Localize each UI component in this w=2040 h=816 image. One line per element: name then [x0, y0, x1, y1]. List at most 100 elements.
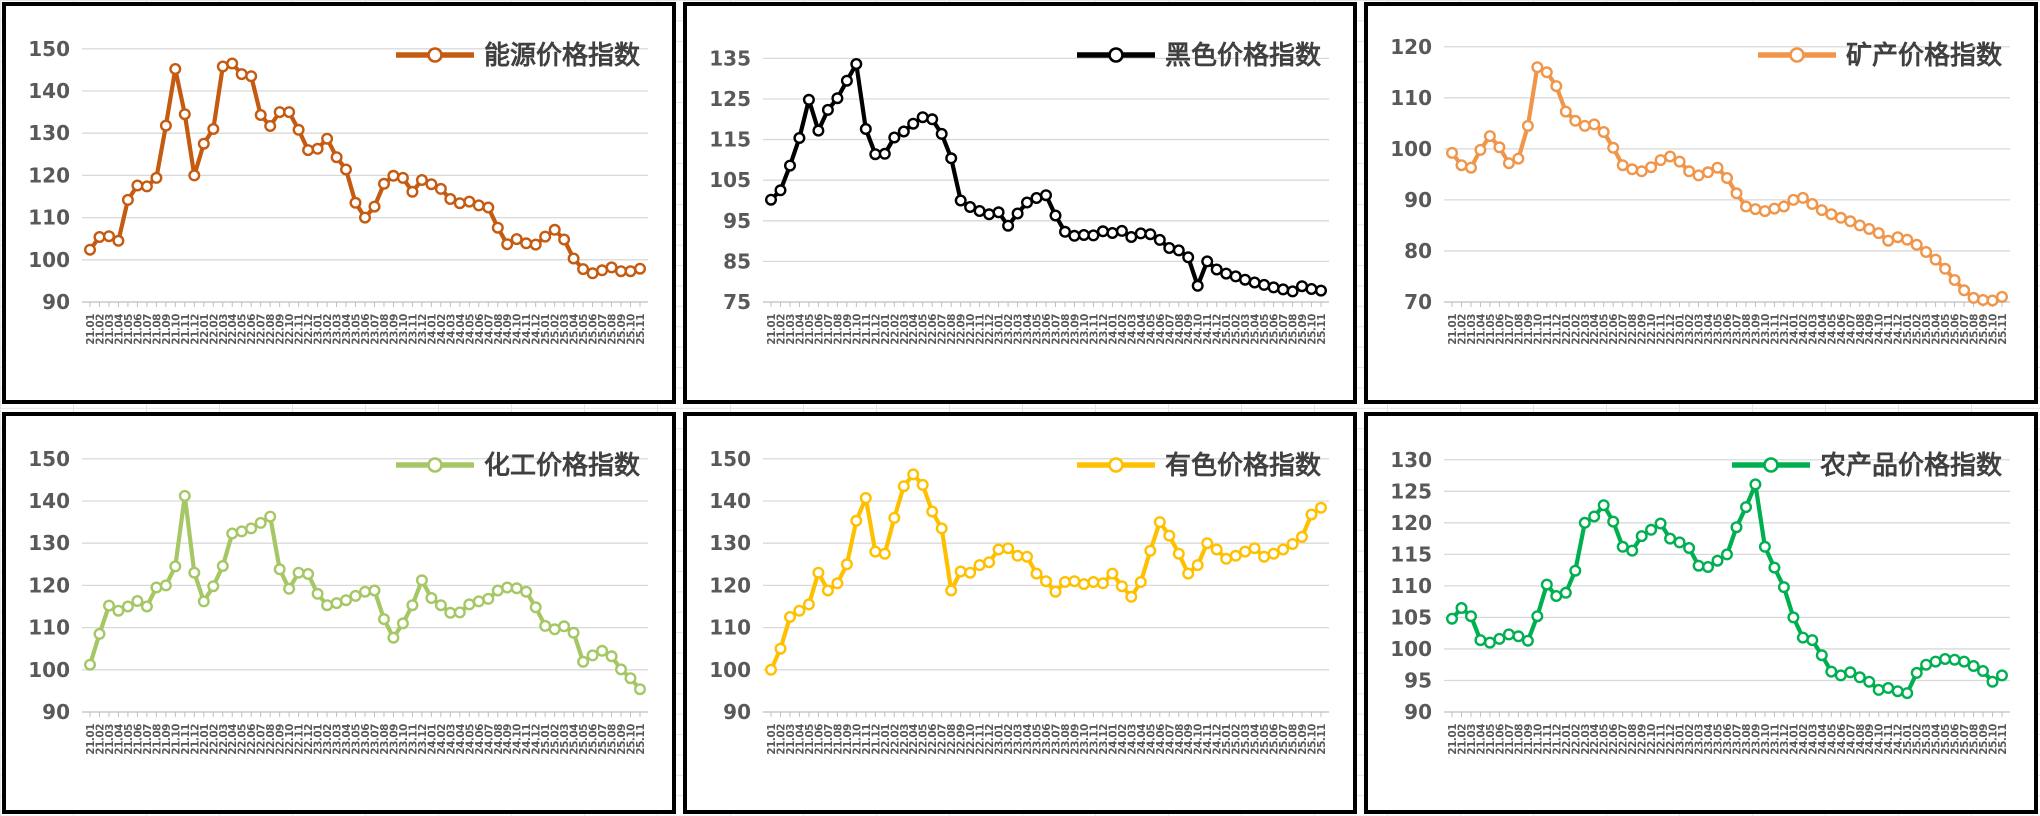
data-point-marker	[254, 516, 267, 529]
data-point-marker	[425, 591, 438, 604]
x-axis-label: 25.07	[597, 314, 609, 345]
data-point-marker	[207, 580, 220, 593]
data-point-marker	[548, 223, 561, 236]
data-point-marker	[1106, 226, 1119, 239]
chart-chemical-price-index-canvas: 90 100 110 120 130 140 150 21.0121.0221.0321.04…	[28, 447, 648, 755]
y-axis-label: 90	[42, 700, 70, 724]
x-axis-label: 23.06	[360, 724, 372, 755]
x-axis-label: 24.03	[445, 314, 457, 345]
x-axis-label: 24.01	[1788, 314, 1800, 345]
data-point-marker	[311, 142, 324, 155]
legend-label: 化工价格指数	[484, 450, 641, 481]
x-axis-label: 21.01	[85, 724, 97, 755]
x-axis-label: 24.06	[1836, 724, 1848, 755]
x-axis-label: 25.03	[559, 724, 571, 755]
gridlines	[1444, 459, 2010, 713]
x-axis-label: 25.09	[1297, 314, 1309, 345]
data-point-marker	[425, 178, 438, 191]
y-axis-label: 80	[1404, 239, 1432, 263]
x-axis-label: 21.05	[804, 724, 816, 755]
gridlines	[763, 57, 1329, 303]
x-axis-label: 23.12	[1779, 724, 1791, 755]
data-point-marker	[1087, 575, 1100, 588]
x-axis-label: 21.10	[170, 314, 182, 345]
data-point-marker	[1758, 540, 1771, 553]
data-point-marker	[935, 522, 948, 535]
data-point-marker	[226, 57, 239, 70]
data-point-marker	[529, 238, 542, 251]
data-point-marker	[463, 598, 476, 611]
data-point-marker	[850, 58, 863, 71]
data-point-marker	[1578, 516, 1591, 529]
chart-ferrous-price-index-canvas: 75859510511512513521.0121.0221.0321.0421…	[709, 40, 1329, 345]
x-axis-label: 23.04	[1703, 724, 1715, 755]
x-axis-label: 24.05	[1826, 314, 1838, 345]
data-point-marker	[235, 68, 248, 81]
x-axis-label: 21.10	[1532, 724, 1544, 755]
legend: 矿产价格指数	[1758, 40, 2003, 71]
x-axis-label: 21.11	[861, 724, 873, 755]
data-point-marker	[444, 192, 457, 205]
data-point-marker	[264, 510, 277, 523]
x-axis-label: 23.02	[1684, 724, 1696, 755]
x-axis-label: 23.04	[341, 314, 353, 345]
y-axis-label: 90	[42, 290, 70, 314]
data-point-marker	[1305, 283, 1318, 296]
x-axis-label: 23.03	[1694, 314, 1706, 345]
x-axis-label: 24.11	[1883, 724, 1895, 755]
data-point-marker	[1521, 119, 1534, 132]
x-axis-label: 22.07	[1618, 314, 1630, 345]
y-axis-label: 125	[1390, 479, 1432, 503]
data-point-marker	[935, 127, 948, 140]
x-axis-label: 24.11	[1202, 314, 1214, 345]
x-axis-label: 21.11	[1542, 724, 1554, 755]
data-point-marker	[340, 163, 353, 176]
x-axis-label: 21.01	[1447, 724, 1459, 755]
x-axis-label: 23.12	[417, 724, 429, 755]
data-point-marker	[1220, 267, 1233, 280]
data-point-marker	[1483, 130, 1496, 143]
x-axis-label: 21.06	[132, 314, 144, 345]
x-axis-label: 23.06	[1041, 314, 1053, 345]
x-axis-label: 21.09	[161, 724, 173, 755]
y-axis-label: 140	[28, 79, 70, 103]
x-axis-label: 25.01	[540, 314, 552, 345]
x-axis-label: 21.02	[94, 724, 106, 755]
x-axis-label: 25.05	[578, 314, 590, 345]
y-axis-label: 70	[1404, 290, 1432, 314]
data-point-marker	[1286, 285, 1299, 298]
data-point-marker	[131, 179, 144, 192]
x-axis-label: 24.09	[502, 314, 514, 345]
data-point-marker	[1815, 649, 1828, 662]
data-point-marker	[396, 171, 409, 184]
data-point-marker	[1172, 547, 1185, 560]
data-point-marker	[226, 527, 239, 540]
x-axis-label: 23.02	[322, 724, 334, 755]
data-point-marker	[1758, 205, 1771, 218]
data-point-marker	[1844, 666, 1857, 679]
data-point-marker	[1493, 632, 1506, 645]
data-point-marker	[859, 122, 872, 135]
data-point-marker	[802, 598, 815, 611]
data-point-marker	[878, 147, 891, 160]
data-point-marker	[1248, 276, 1261, 289]
x-axis-label: 21.10	[1532, 314, 1544, 345]
x-axis-label: 23.07	[1731, 314, 1743, 345]
x-axis-label: 23.04	[1022, 724, 1034, 755]
data-point-marker	[254, 108, 267, 121]
data-point-marker	[406, 185, 419, 198]
x-axis-label: 23.03	[1694, 724, 1706, 755]
series-line	[87, 61, 643, 276]
data-point-marker	[1125, 590, 1138, 603]
data-point-marker	[1068, 229, 1081, 242]
data-point-marker	[567, 626, 580, 639]
data-point-marker	[1049, 585, 1062, 598]
data-point-marker	[774, 184, 787, 197]
y-axis-label: 75	[723, 290, 751, 314]
x-axis-label: 24.07	[1164, 314, 1176, 345]
x-axis-label: 23.05	[1713, 724, 1725, 755]
x-axis-label: 23.11	[407, 724, 419, 755]
data-point-marker	[387, 169, 400, 182]
x-axis-label: 23.03	[332, 724, 344, 755]
